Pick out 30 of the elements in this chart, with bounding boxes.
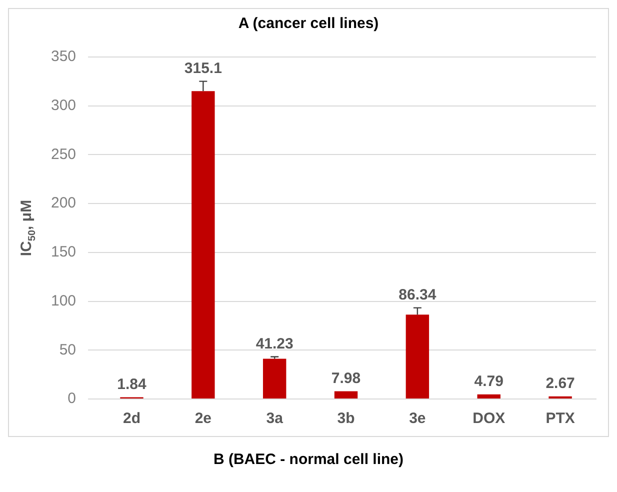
data-label: 1.84 [117,376,147,393]
bar [192,91,215,398]
x-tick-label: 3b [337,410,355,428]
data-label: 4.79 [474,372,504,390]
chart-title: A (cancer cell lines) [237,14,380,34]
y-tick-label: 100 [50,292,76,310]
bar [477,394,500,398]
data-label: 315.1 [184,60,222,77]
x-tick-label: 3e [409,410,426,428]
data-label: 7.98 [331,370,361,387]
y-axis-title: IC50, μM [18,200,38,256]
y-tick-label: 300 [50,97,76,114]
x-tick-label: PTX [546,410,575,428]
y-tick-label: 200 [50,194,76,212]
y-tick-label: 250 [50,146,76,163]
x-tick-label: 3a [266,410,284,428]
bar [262,358,286,398]
y-tick-label: 0 [68,390,76,408]
x-tick-label: 2e [194,410,212,428]
y-tick-label: 50 [59,341,76,358]
x-tick-label: DOX [472,410,506,428]
data-label: 41.23 [256,335,294,352]
y-tick-label: 150 [50,244,76,261]
y-tick-label: 350 [50,48,76,66]
text: B (BAEC - normal cell line) [212,451,405,468]
x-tick-label: 2d [122,410,140,428]
bar [334,391,358,398]
data-label: 2.67 [546,375,575,392]
data-label: 86.34 [398,286,437,304]
bar [406,314,430,398]
